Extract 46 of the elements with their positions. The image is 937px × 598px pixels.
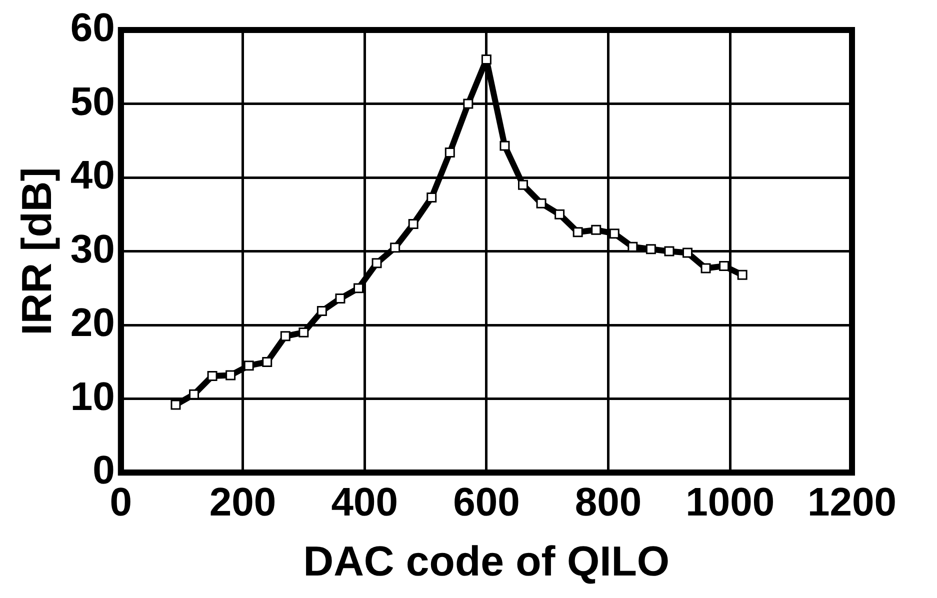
point (572, 227, 583, 238)
y-tick-label: 50 (70, 80, 115, 124)
point (664, 246, 674, 256)
y-tick-label: 60 (70, 6, 115, 50)
point (554, 209, 565, 220)
point (226, 370, 236, 380)
point (280, 331, 290, 342)
point (609, 228, 620, 239)
x-axis-title: DAC code of QILO (303, 537, 670, 584)
point (262, 356, 272, 367)
point (463, 98, 474, 109)
point (372, 258, 382, 268)
x-tick-label: 200 (209, 480, 276, 525)
point (536, 198, 546, 208)
point (390, 242, 400, 253)
point (244, 360, 254, 371)
point (207, 370, 218, 381)
y-tick-label: 20 (70, 301, 115, 346)
point (700, 263, 711, 274)
point (354, 283, 364, 294)
point (481, 54, 492, 64)
x-tick-label: 800 (574, 480, 642, 525)
point (518, 180, 528, 190)
x-tick-label: 600 (453, 480, 520, 525)
y-axis-title: IRR [dB] (12, 167, 60, 336)
point (335, 294, 346, 304)
point (298, 327, 309, 338)
point (628, 242, 638, 252)
y-tick-label: 40 (70, 154, 115, 198)
point (719, 261, 730, 272)
point (737, 270, 748, 280)
point (500, 140, 510, 151)
x-tick-label: 1000 (686, 480, 775, 525)
point (189, 389, 199, 400)
point (426, 192, 437, 202)
y-tick-label: 30 (70, 227, 115, 272)
x-tick-label: 400 (331, 480, 398, 525)
point (408, 219, 418, 229)
y-tick-label: 10 (70, 374, 115, 419)
point (316, 306, 327, 316)
point (170, 400, 181, 410)
point (682, 248, 692, 258)
point (591, 224, 602, 235)
point (444, 147, 455, 158)
point (646, 244, 656, 254)
x-tick-label: 1200 (808, 480, 896, 525)
